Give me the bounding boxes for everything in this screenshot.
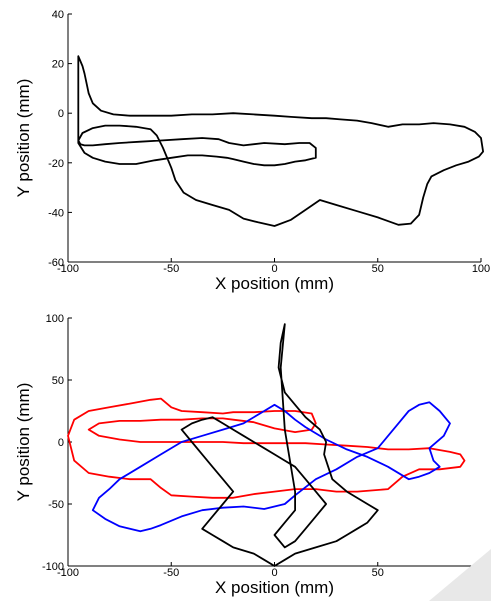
x-tick-label: -50 [163, 567, 179, 579]
x-axis-label: X position (mm) [215, 578, 334, 597]
y-tick-label: -50 [48, 499, 64, 511]
y-tick-label: -40 [48, 207, 64, 219]
y-tick-label: 50 [52, 375, 64, 387]
x-tick-label: 100 [472, 263, 490, 275]
chart-top: -100 -50 0 50 100 -60 -40 -20 0 20 40 X position (m… [14, 9, 490, 293]
x-tick-label: -50 [163, 263, 179, 275]
trajectory-series-0 [77, 55, 484, 227]
y-tick-label: -20 [48, 158, 64, 170]
y-tick-label: -60 [48, 257, 64, 269]
y-axis-label: Y position (mm) [14, 79, 33, 198]
y-tick-label: 40 [52, 9, 64, 21]
y-tick-label: 0 [58, 108, 64, 120]
x-tick-label: 50 [372, 263, 384, 275]
trajectory-series-1 [91, 401, 451, 533]
x-tick-label: -100 [57, 263, 79, 275]
page-corner-decoration [429, 549, 491, 601]
y-tick-label: 20 [52, 59, 64, 71]
x-tick-label: 0 [271, 263, 277, 275]
y-tick-label: 100 [46, 313, 64, 325]
x-tick-label: 0 [271, 567, 277, 579]
y-axis-label: Y position (mm) [14, 383, 33, 502]
trajectory-series-2 [180, 323, 379, 567]
x-axis-label: X position (mm) [215, 274, 334, 293]
x-tick-label: 50 [372, 567, 384, 579]
x-tick-label: -100 [57, 567, 79, 579]
y-tick-label: -100 [42, 561, 64, 573]
y-tick-label: 0 [58, 437, 64, 449]
trajectory-series-0 [67, 397, 466, 499]
